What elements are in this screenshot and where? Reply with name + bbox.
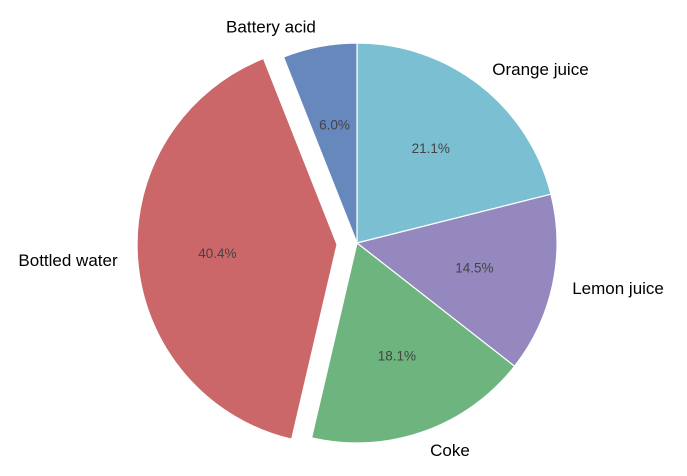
category-label-orange-juice: Orange juice [492,60,588,79]
percent-label-orange-juice: 21.1% [412,141,450,156]
category-labels: Orange juice Lemon juice Coke Bottled water… [18,17,663,460]
percent-label-battery-acid: 6.0% [319,118,350,133]
percent-label-bottled-water: 40.4% [198,246,236,261]
category-label-bottled-water: Bottled water [18,251,118,270]
percent-label-coke: 18.1% [378,349,416,364]
category-label-battery-acid: Battery acid [226,17,316,36]
pie-slice-orange-juice [356,42,552,244]
category-label-coke: Coke [430,441,470,460]
pie-slice-bottled-water [136,57,338,440]
percent-labels: 21.1% 14.5% 18.1% 40.4% 6.0% [198,118,493,364]
pie-slices [136,42,558,444]
pie-slice-battery-acid [282,42,358,244]
pie-slice-lemon-juice [355,193,558,368]
percent-label-lemon-juice: 14.5% [455,260,493,275]
category-label-lemon-juice: Lemon juice [572,279,664,298]
pie-slice-coke [310,241,516,444]
